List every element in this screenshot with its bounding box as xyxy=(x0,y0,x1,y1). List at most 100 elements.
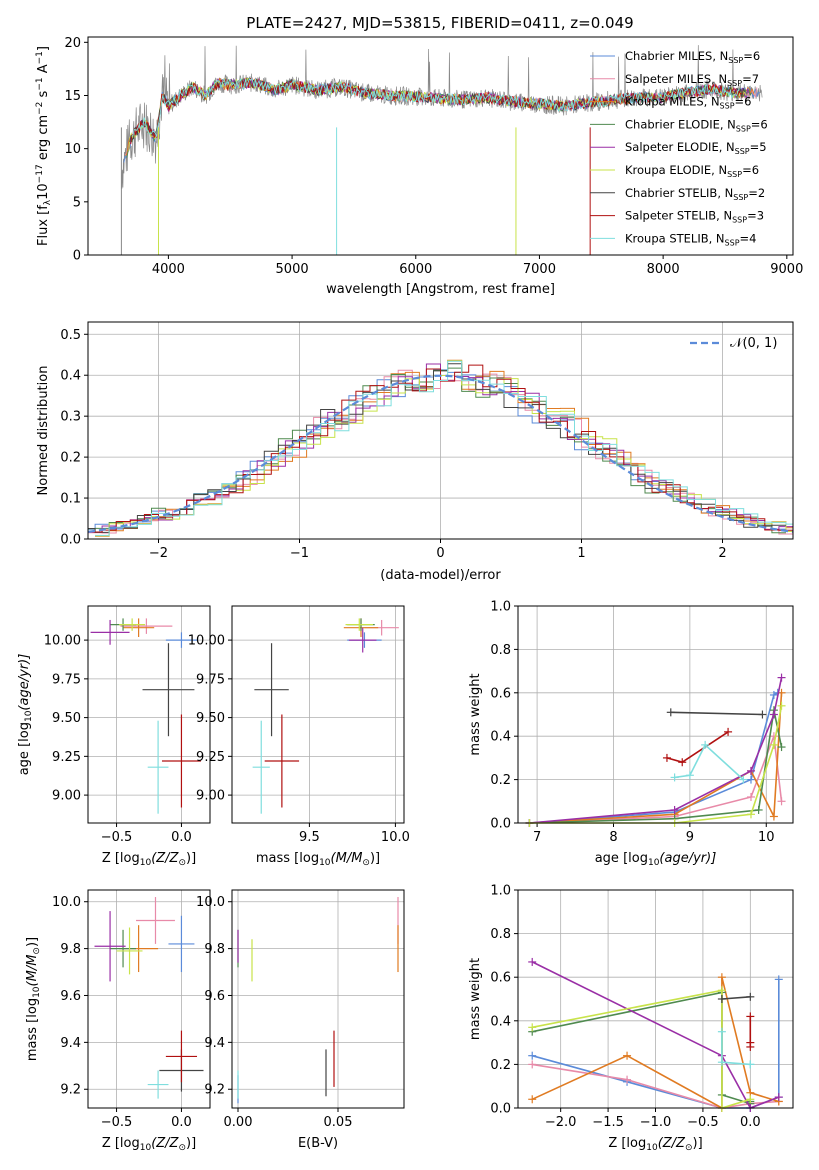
legend-label-salp_stelib: Salpeter STELIB, NSSP=3 xyxy=(625,209,764,225)
marker-krou_stelib xyxy=(717,1027,726,1036)
y-tick-label: 0.5 xyxy=(60,328,81,343)
y-tick-label: 0.1 xyxy=(60,492,81,507)
marker-krou_elodie xyxy=(769,740,778,749)
x-tick-label: 9.5 xyxy=(299,830,320,845)
x-axis-label: Z [log10(Z/Z⊙)] xyxy=(102,851,196,868)
x-tick-label: 10 xyxy=(758,830,775,845)
x-tick-label: −1.5 xyxy=(592,1115,624,1130)
marker-salp_miles xyxy=(777,797,786,806)
marker-salp_miles xyxy=(528,1060,537,1069)
x-tick-label: −0.5 xyxy=(101,830,133,845)
y-tick-label: 9.6 xyxy=(60,989,81,1004)
x-tick-label: 1 xyxy=(577,546,585,561)
point-chab_stelib xyxy=(142,643,195,737)
marker-salp_stelib xyxy=(746,1038,755,1047)
y-tick-label: 0.8 xyxy=(490,927,511,942)
y-tick-label: 9.25 xyxy=(52,750,81,765)
x-axis-label: Z [log10(Z/Z⊙)] xyxy=(102,1136,196,1153)
y-tick-label: 9.6 xyxy=(204,989,225,1004)
marker-chab_elodie xyxy=(777,743,786,752)
marker-krou_elodie xyxy=(717,986,726,995)
y-tick-label: 0.2 xyxy=(490,1058,511,1073)
x-tick-label: 9 xyxy=(686,830,694,845)
y-tick-label: 10.0 xyxy=(52,895,81,910)
y-tick-label: 0.4 xyxy=(490,730,511,745)
marker-krou_stelib xyxy=(685,771,694,780)
point-salp_stelib xyxy=(165,1030,198,1083)
y-tick-label: 20 xyxy=(64,36,81,51)
y-tick-label: 0.4 xyxy=(60,369,81,384)
y-tick-label: 9.4 xyxy=(60,1036,81,1051)
y-tick-label: 10.00 xyxy=(44,634,81,649)
y-tick-label: 0.8 xyxy=(490,643,511,658)
weight-lines xyxy=(525,673,786,827)
y-tick-label: 9.2 xyxy=(204,1083,225,1098)
marker-salp_stelib xyxy=(678,758,687,767)
legend-label-krou_elodie: Kroupa ELODIE, NSSP=6 xyxy=(625,163,759,179)
grid xyxy=(232,606,404,823)
y-tick-label: 0.0 xyxy=(490,817,511,832)
marker-chab_miles xyxy=(528,1051,537,1060)
point-salp_stelib xyxy=(161,714,201,808)
y-axis-label: Normed distribution xyxy=(36,366,51,496)
panel-1: 4000 5000 6000 7000 8000 9000 0 5 10 15 20 Chabrier… xyxy=(35,36,803,297)
marker-chab_stelib xyxy=(758,710,767,719)
panel-3: −0.5 0.0 9.00 9.25 9.50 9.75 10.00 Z [log10(Z/Z… xyxy=(17,605,211,868)
y-axis-label: mass [log10(M/M⊙)] xyxy=(25,937,42,1061)
line-salp_elodie xyxy=(529,677,783,824)
x-tick-label: 5000 xyxy=(276,262,309,277)
marker-chab_stelib xyxy=(746,992,755,1001)
x-axis-label: E(B-V) xyxy=(298,1136,338,1151)
marker-krou_miles xyxy=(623,1051,632,1060)
x-tick-label: −2.0 xyxy=(545,1115,577,1130)
point-krou_elodie xyxy=(116,927,143,975)
x-axis-label: Z [log10(Z/Z⊙)] xyxy=(608,1136,702,1153)
histogram-krou_elodie xyxy=(95,360,793,537)
marker-krou_stelib xyxy=(746,1060,755,1069)
spectrum-lines xyxy=(120,45,763,255)
figure-title: PLATE=2427, MJD=53815, FIBERID=0411, z=0… xyxy=(246,14,633,32)
panel-2: −2 −1 0 1 2 0.0 0.1 0.2 0.3 0.4 0.5 𝒩(0, 1) (data-mo… xyxy=(36,321,794,583)
point-krou_miles xyxy=(123,618,155,637)
y-tick-label: 9.8 xyxy=(204,942,225,957)
panel-6: −0.5 0.0 9.2 9.4 9.6 9.8 10.0 Z [log10(Z/Z⊙)] ma… xyxy=(25,889,211,1153)
x-tick-label: −0.5 xyxy=(101,1115,133,1130)
x-tick-label: 10.0 xyxy=(381,830,410,845)
line-chab_miles xyxy=(529,692,779,824)
model-spectrum-krou_stelib xyxy=(131,77,740,137)
y-tick-label: 0.3 xyxy=(60,410,81,425)
line-chab_elodie xyxy=(529,710,783,824)
x-axis-label: age [log10(age/yr)] xyxy=(595,851,717,868)
panel-7: 0.00 0.05 9.2 9.4 9.6 9.8 10.0 E(B-V) xyxy=(196,889,405,1151)
x-tick-label: 6000 xyxy=(399,262,432,277)
marker-krou_elodie xyxy=(746,1095,755,1104)
grid xyxy=(88,890,210,1108)
point-salp_elodie xyxy=(94,911,126,982)
point-chab_miles xyxy=(165,632,198,648)
y-axis-label: mass weight xyxy=(468,958,483,1040)
x-tick-label: 7000 xyxy=(523,262,556,277)
marker-salp_stelib xyxy=(746,1012,755,1021)
marker-salp_elodie xyxy=(769,710,778,719)
panel-8: −2.0 −1.5 −1.0 −0.5 0.0 0.0 0.2 0.4 0.6 0.8 1.0 mas… xyxy=(468,884,794,1153)
marker-krou_stelib xyxy=(739,775,748,784)
x-tick-label: 0 xyxy=(436,546,444,561)
marker-salp_stelib xyxy=(662,753,671,762)
marker-salp_elodie xyxy=(746,766,755,775)
y-tick-label: 10.00 xyxy=(188,634,225,649)
y-tick-label: 9.00 xyxy=(52,789,81,804)
histogram-krou_stelib xyxy=(95,360,793,536)
point-salp_elodie xyxy=(90,619,130,645)
x-tick-label: 0.0 xyxy=(171,1115,192,1130)
grid xyxy=(518,889,793,1109)
axes-frame xyxy=(231,605,405,824)
axes-frame xyxy=(87,605,211,824)
x-tick-label: 8 xyxy=(609,830,617,845)
marker-krou_stelib xyxy=(670,773,679,782)
x-tick-label: 8000 xyxy=(647,262,680,277)
line-krou_stelib xyxy=(674,743,744,781)
marker-chab_stelib xyxy=(666,708,675,717)
x-tick-label: 0.0 xyxy=(171,830,192,845)
y-tick-label: 0.4 xyxy=(490,1014,511,1029)
line-chab_stelib xyxy=(670,711,763,716)
